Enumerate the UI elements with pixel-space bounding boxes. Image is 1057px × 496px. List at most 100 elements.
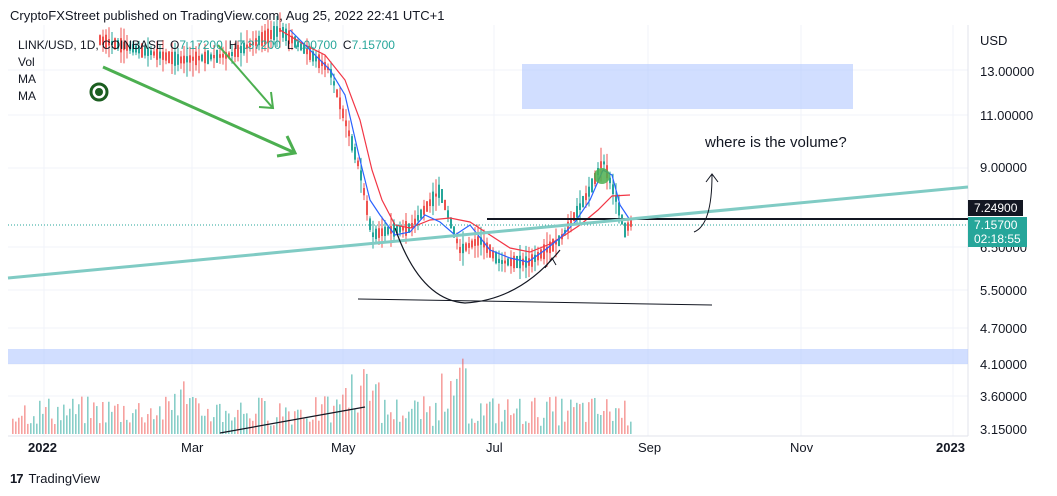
volume-bar	[333, 405, 335, 434]
candle-body	[369, 218, 371, 230]
candle-body	[150, 50, 152, 56]
volume-bar	[150, 408, 152, 434]
candle-body	[399, 225, 401, 233]
volume-bar	[186, 404, 188, 434]
candle-body	[177, 54, 179, 65]
volume-bar	[75, 414, 77, 434]
candle-body	[105, 34, 107, 49]
volume-bar	[168, 401, 170, 434]
tradingview-brand[interactable]: 17 TradingView	[10, 471, 100, 486]
candle-body	[264, 30, 266, 45]
volume-bar	[297, 409, 299, 434]
volume-bar	[270, 425, 272, 434]
candle-body	[147, 48, 149, 56]
candle-body	[276, 26, 278, 37]
volume-bar	[534, 397, 536, 434]
volume-bar	[138, 403, 140, 434]
volume-bar	[117, 404, 119, 434]
volume-bar	[207, 408, 209, 434]
candle-body	[615, 195, 617, 202]
volume-bar	[210, 421, 212, 434]
candle-body	[603, 161, 605, 165]
y-tick: 5.50000	[980, 283, 1027, 298]
volume-bar	[99, 423, 101, 434]
volume-bar	[438, 420, 440, 434]
volume-bar	[423, 396, 425, 434]
volume-bar	[561, 398, 563, 434]
candle-body	[240, 45, 242, 54]
peak-marker	[594, 168, 610, 184]
volume-bar	[18, 417, 20, 434]
candle-body	[483, 241, 485, 248]
candle-body	[156, 48, 158, 60]
candle-body	[381, 228, 383, 237]
volume-bar	[42, 413, 44, 434]
volume-bar	[219, 403, 221, 434]
candle-body	[588, 186, 590, 197]
volume-bar	[393, 419, 395, 434]
candle-body	[171, 51, 173, 65]
ma-indicator-label-2[interactable]: MA	[18, 89, 36, 103]
volume-bar	[87, 396, 89, 434]
candle-body	[330, 69, 332, 78]
candle-body	[285, 28, 287, 41]
target-icon	[89, 82, 109, 102]
volume-bar	[246, 413, 248, 434]
candle-body	[591, 178, 593, 193]
volume-bar	[474, 422, 476, 434]
symbol-row[interactable]: LINK/USD, 1D, COINBASE O7.17200 H7.37200…	[18, 37, 395, 54]
volume-bar	[96, 406, 98, 434]
x-tick: 2023	[936, 440, 965, 455]
candle-body	[405, 221, 407, 236]
y-tick: 3.60000	[980, 389, 1027, 404]
candle-body	[429, 199, 431, 206]
volume-bar	[183, 381, 185, 434]
volume-bar	[597, 413, 599, 434]
candle-body	[186, 56, 188, 63]
candle-body	[291, 35, 293, 44]
volume-bar	[453, 395, 455, 434]
candle-body	[231, 51, 233, 57]
ma-indicator-label-1[interactable]: MA	[18, 72, 36, 86]
volume-bar	[342, 394, 344, 434]
candle-body	[480, 237, 482, 245]
volume-bar	[258, 397, 260, 434]
candle-body	[204, 51, 206, 64]
candle-body	[336, 89, 338, 98]
vol-indicator-label[interactable]: Vol	[18, 55, 35, 69]
candle-body	[366, 200, 368, 215]
volume-bar	[564, 421, 566, 434]
candle-body	[333, 81, 335, 86]
candle-body	[258, 35, 260, 46]
volume-bar	[192, 396, 194, 434]
axis-currency: USD	[980, 33, 1007, 48]
candle-body	[564, 230, 566, 234]
volume-bar	[555, 396, 557, 434]
candle-body	[420, 209, 422, 219]
candle-body	[303, 44, 305, 54]
volume-bar	[141, 417, 143, 434]
volume-bar	[528, 422, 530, 434]
volume-bar	[123, 405, 125, 434]
candle-body	[348, 130, 350, 137]
volume-bar	[360, 385, 362, 434]
volume-bar	[552, 411, 554, 434]
ohlc-low: L7.00700	[286, 38, 337, 52]
candle-body	[246, 44, 248, 49]
volume-bar	[471, 418, 473, 434]
volume-bar	[510, 415, 512, 434]
volume-bar	[429, 406, 431, 434]
candle-body	[123, 41, 125, 51]
volume-bar	[549, 397, 551, 434]
volume-bar	[30, 423, 32, 434]
volume-bar	[294, 411, 296, 434]
volume-bar	[72, 398, 74, 434]
candle-body	[153, 51, 155, 56]
volume-bar	[204, 415, 206, 434]
volume-bar	[279, 403, 281, 434]
volume-bar	[276, 417, 278, 434]
ma-fast-line	[289, 29, 631, 263]
volume-bar	[288, 411, 290, 434]
candle-body	[477, 236, 479, 246]
